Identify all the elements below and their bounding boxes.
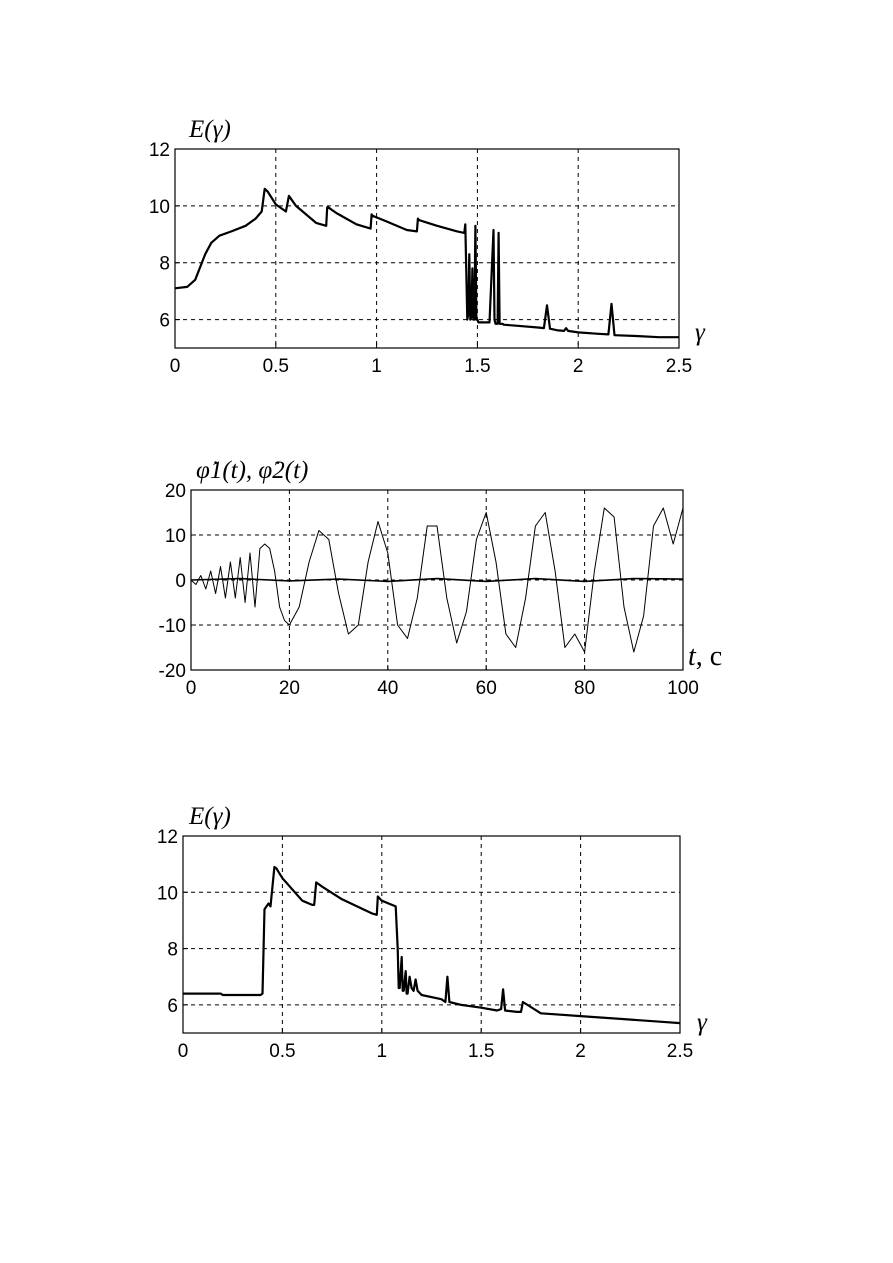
x-tick-label: 0 [186,678,197,699]
y-axis-label: φ̇1(t), φ̇2(t) [196,457,308,484]
x-tick-label: 1 [371,356,382,377]
y-tick-label: -10 [159,616,186,637]
chart-panel-2: 0 20 40 60 80 100 -20 -10 0 10 20 φ̇1(t), φ̇2(t) t, … [159,457,723,699]
x-tick-label: 100 [667,678,699,699]
x-axis-label: γ [697,1009,708,1036]
x-tick-label: 80 [574,678,595,699]
y-tick-label: 12 [149,140,170,161]
x-tick-label: 0 [170,356,181,377]
x-tick-label: 60 [476,678,497,699]
x-tick-label: 20 [279,678,300,699]
x-tick-label: 1 [377,1041,388,1062]
x-tick-label: 1.5 [464,356,490,377]
y-tick-label: 12 [157,827,178,848]
x-tick-label: 2 [575,1041,586,1062]
y-axis-label: E(γ) [188,803,231,830]
y-tick-label: 8 [167,940,178,961]
x-tick-label: 40 [377,678,398,699]
x-axis-unit: , c [696,641,722,672]
x-tick-label: 2.5 [667,1041,693,1062]
x-tick-label: 1.5 [468,1041,494,1062]
x-tick-label: 0.5 [263,356,289,377]
y-tick-label: 10 [165,526,186,547]
y-tick-label: 6 [159,311,170,332]
series-line-1 [174,187,679,339]
plot-frame [182,835,681,1034]
x-tick-label: 2.5 [666,356,692,377]
x-tick-label: 0.5 [269,1041,295,1062]
x-tick-label: 2 [573,356,584,377]
series-line-1 [190,507,684,653]
x-tick-label: 0 [178,1041,189,1062]
y-tick-label: 10 [157,883,178,904]
y-tick-label: 8 [159,254,170,275]
series-line-1 [183,865,681,1025]
y-tick-label: 0 [175,571,186,592]
series-line-2 [190,577,684,583]
y-tick-label: -20 [159,661,186,682]
chart-panel-3: 0 0.5 1 1.5 2 2.5 6 8 10 12 E(γ) γ [157,803,708,1062]
y-tick-label: 10 [149,197,170,218]
x-axis-variable: t [688,641,697,672]
y-axis-label: E(γ) [188,116,231,143]
y-tick-label: 20 [165,481,186,502]
x-axis-label: t, c [688,641,722,672]
chart-panel-1: 0 0.5 1 1.5 2 2.5 6 8 10 12 E(γ) γ [149,116,706,377]
x-axis-label: γ [695,319,706,346]
y-tick-label: 6 [167,996,178,1017]
plot-frame [174,148,680,349]
